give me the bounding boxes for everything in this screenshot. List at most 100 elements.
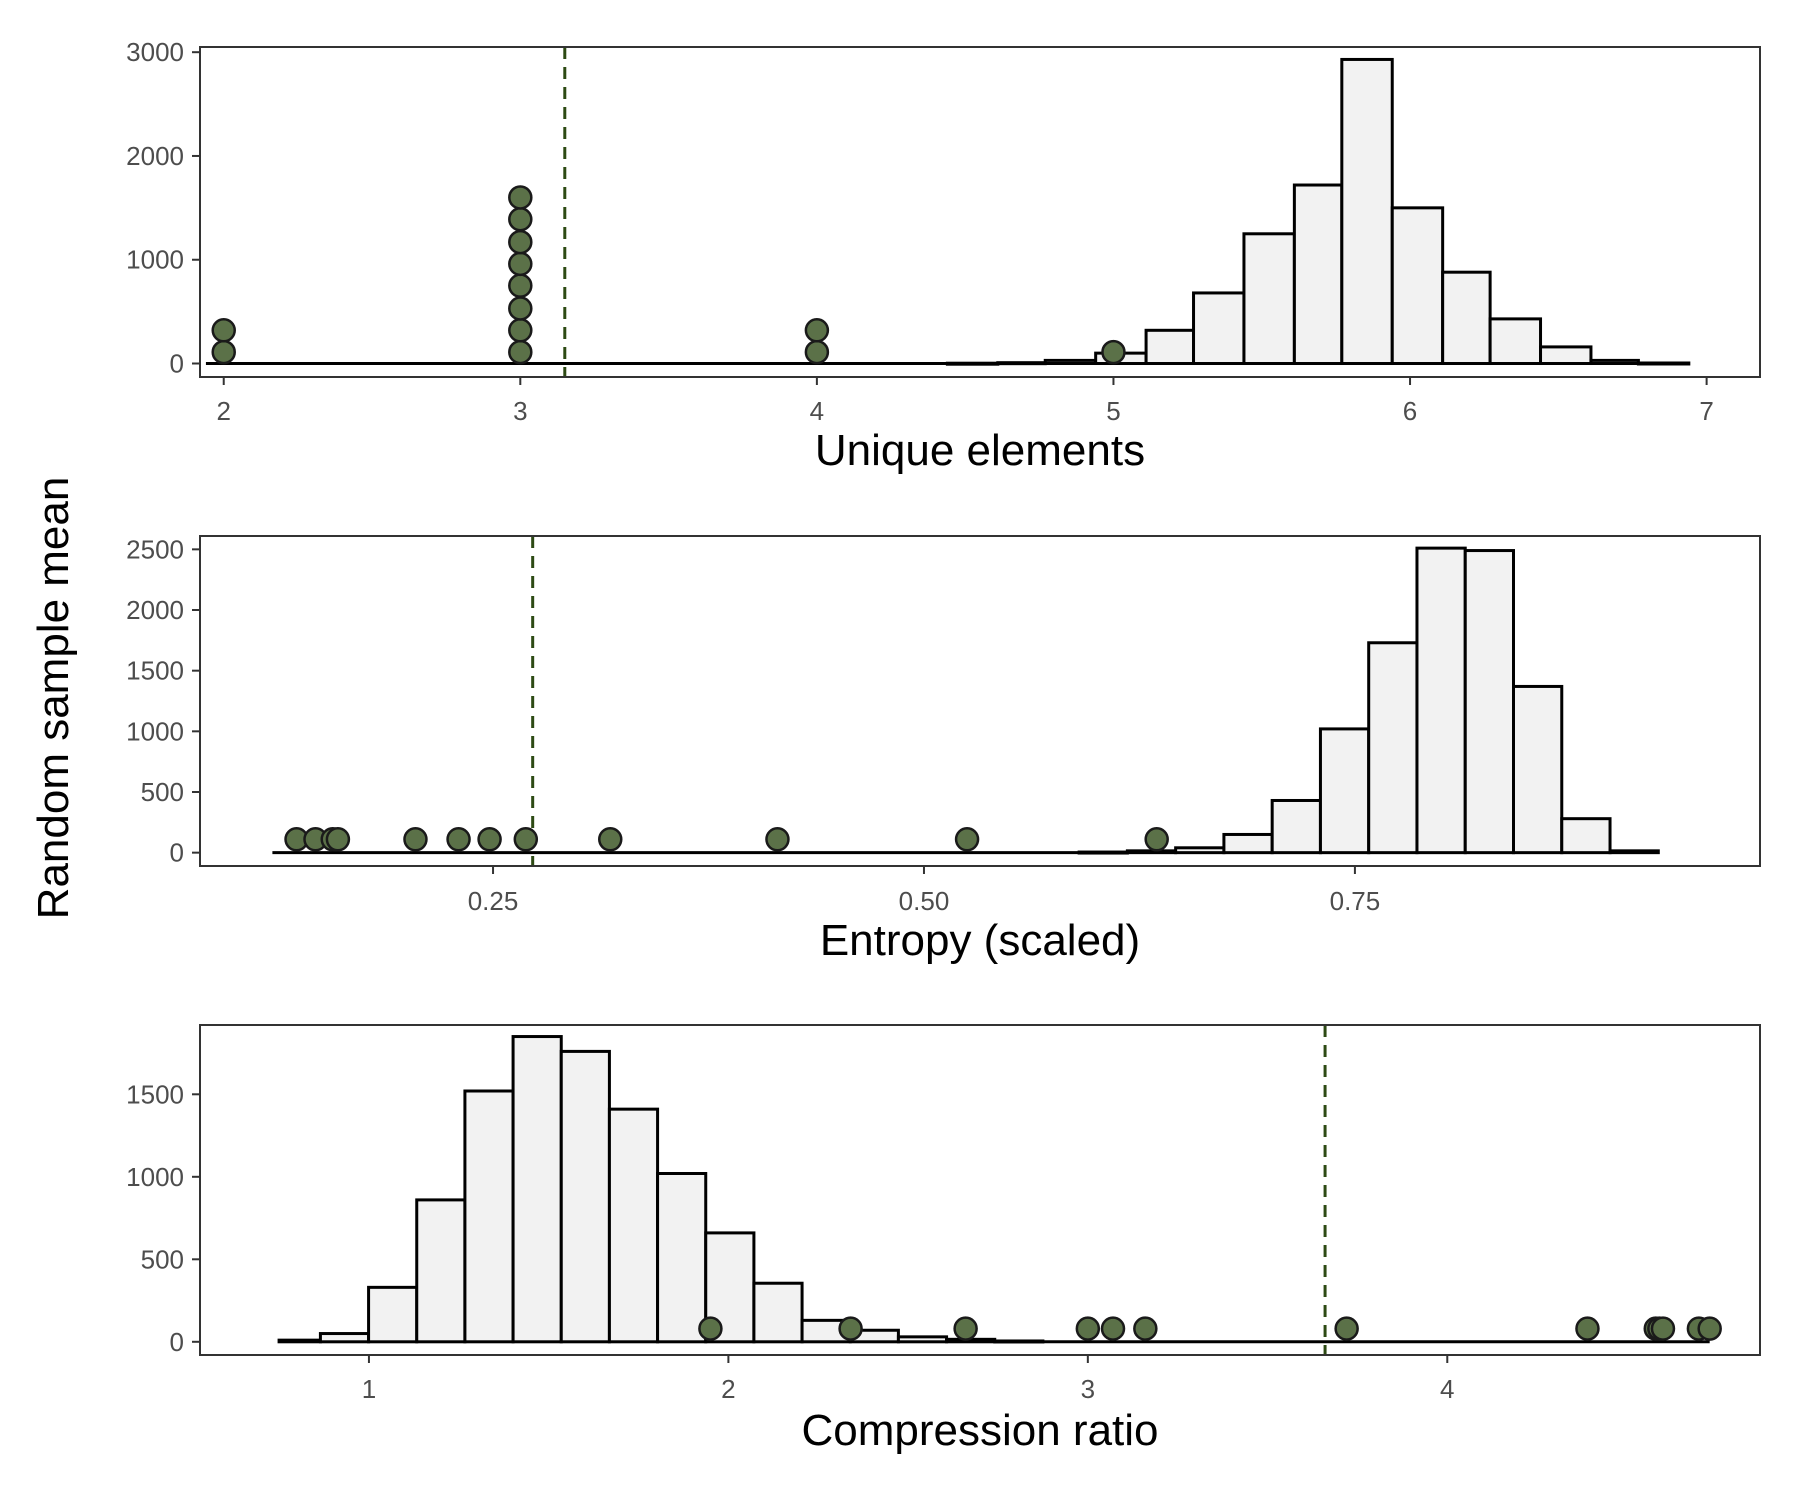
data-point-7: [513, 827, 539, 852]
y-tick-label-2: 2000: [126, 141, 184, 171]
data-point-0: [211, 339, 236, 365]
x-tick-label-3: 5: [1106, 396, 1120, 426]
x-tick-label-4: 6: [1403, 396, 1417, 426]
x-tick-label-0: 0.25: [468, 886, 519, 916]
y-tick-label-3: 1500: [126, 656, 184, 686]
hist-bar-1: [945, 361, 1000, 366]
data-point-10: [1650, 1316, 1676, 1341]
hist-bar-12: [1608, 849, 1660, 855]
data-point-11: [1144, 827, 1169, 852]
data-point-7: [1575, 1316, 1600, 1341]
hist-bar-10: [1390, 206, 1445, 366]
hist-bar-7: [1367, 641, 1419, 855]
x-axis-title-compression-ratio: Compression ratio: [801, 1406, 1158, 1455]
hist-bar-4: [1222, 832, 1274, 855]
hist-bar-4: [463, 1089, 515, 1344]
hist-bar-10: [1512, 684, 1564, 855]
hist-bar-11: [1560, 817, 1612, 855]
panel-border: [199, 1024, 1761, 1356]
hist-bar-8: [1292, 183, 1344, 366]
hist-bar-9: [1463, 549, 1516, 855]
data-point-10: [804, 339, 830, 365]
hist-bar-2: [1125, 849, 1178, 855]
data-point-5: [446, 827, 471, 852]
y-tick-label-4: 2000: [126, 595, 184, 625]
x-tick-label-1: 2: [721, 1374, 735, 1404]
hist-bar-13: [896, 1335, 949, 1344]
x-tick-label-2: 4: [810, 396, 824, 426]
x-tick-label-0: 1: [362, 1374, 376, 1404]
data-point-2: [953, 1316, 978, 1341]
hist-bar-6: [1318, 727, 1371, 855]
hist-bar-7: [1242, 232, 1296, 366]
x-axis-title-entropy: Entropy (scaled): [820, 916, 1140, 965]
hist-bar-9: [1340, 57, 1394, 366]
hist-bar-15: [993, 1339, 1045, 1344]
data-point-4: [403, 827, 428, 852]
x-axis-title-unique-elements: Unique elements: [815, 426, 1145, 475]
hist-bar-2: [996, 361, 1047, 366]
hist-bar-15: [1636, 361, 1691, 366]
hist-bar-11: [1441, 270, 1492, 366]
hist-bar-3: [415, 1198, 467, 1344]
x-tick-label-2: 3: [1081, 1374, 1095, 1404]
y-tick-label-5: 2500: [126, 534, 184, 564]
panel-entropy: 0 500 1000 1500 2000 2500 0.25 0.50 0.75 Entropy …: [126, 534, 1761, 965]
y-axis-title: Random sample mean: [29, 477, 78, 920]
panel-border: [199, 46, 1761, 378]
hist-bar-8: [656, 1172, 708, 1344]
y-tick-label-1: 500: [141, 777, 184, 807]
data-point-1: [211, 318, 236, 343]
y-tick-label-2: 1000: [126, 716, 184, 746]
data-point-10: [954, 827, 980, 852]
data-point-4: [1100, 1316, 1126, 1341]
data-point-9: [765, 827, 790, 852]
hist-bar-14: [1589, 358, 1640, 366]
y-tick-label-3: 1500: [126, 1079, 184, 1109]
hist-bar-3: [1174, 846, 1226, 855]
data-point-9: [508, 185, 533, 210]
data-point-6: [508, 251, 533, 277]
data-point-6: [477, 827, 502, 852]
data-point-5: [508, 273, 533, 298]
hist-bar-5: [1144, 328, 1196, 366]
hist-bar-5: [511, 1035, 563, 1344]
hist-bar-5: [1270, 798, 1322, 855]
data-point-2: [508, 339, 533, 365]
hist-bar-1: [318, 1332, 371, 1344]
data-point-6: [1334, 1316, 1359, 1341]
x-tick-label-3: 4: [1440, 1374, 1454, 1404]
data-point-0: [698, 1316, 723, 1341]
y-tick-label-0: 0: [170, 349, 184, 379]
y-tick-label-3: 3000: [126, 37, 184, 67]
hist-bar-12: [1488, 317, 1543, 366]
data-point-3: [1075, 1316, 1101, 1341]
hist-bar-1: [1077, 850, 1129, 855]
hist-bar-6: [559, 1049, 611, 1344]
hist-bar-6: [1192, 291, 1246, 366]
hist-bar-8: [1415, 546, 1467, 855]
data-point-12: [1697, 1316, 1722, 1341]
data-point-5: [1133, 1316, 1158, 1341]
y-tick-label-0: 0: [170, 1327, 184, 1357]
panel-compression-ratio: 0 500 1000 1500 1 2 3 4 Compression ratio: [126, 1024, 1761, 1455]
x-tick-label-1: 0.50: [899, 886, 950, 916]
panel-unique-elements: 0 1000 2000 3000 2 3 4 5 6 7 Unique elements: [126, 37, 1761, 475]
data-point-7: [508, 229, 533, 255]
hist-bar-10: [752, 1281, 804, 1344]
hist-bar-2: [367, 1285, 419, 1344]
data-point-3: [325, 827, 351, 852]
data-point-8: [598, 827, 623, 852]
hist-bar-3: [1043, 358, 1098, 366]
x-tick-label-0: 2: [216, 396, 230, 426]
x-tick-label-5: 7: [1699, 396, 1713, 426]
y-tick-label-1: 500: [141, 1244, 184, 1274]
data-point-12: [1101, 339, 1126, 365]
panel-border: [199, 535, 1761, 867]
hist-bar-13: [1539, 345, 1593, 366]
data-point-8: [508, 207, 533, 232]
data-point-11: [804, 318, 830, 343]
data-point-1: [838, 1316, 863, 1341]
x-tick-label-1: 3: [513, 396, 527, 426]
